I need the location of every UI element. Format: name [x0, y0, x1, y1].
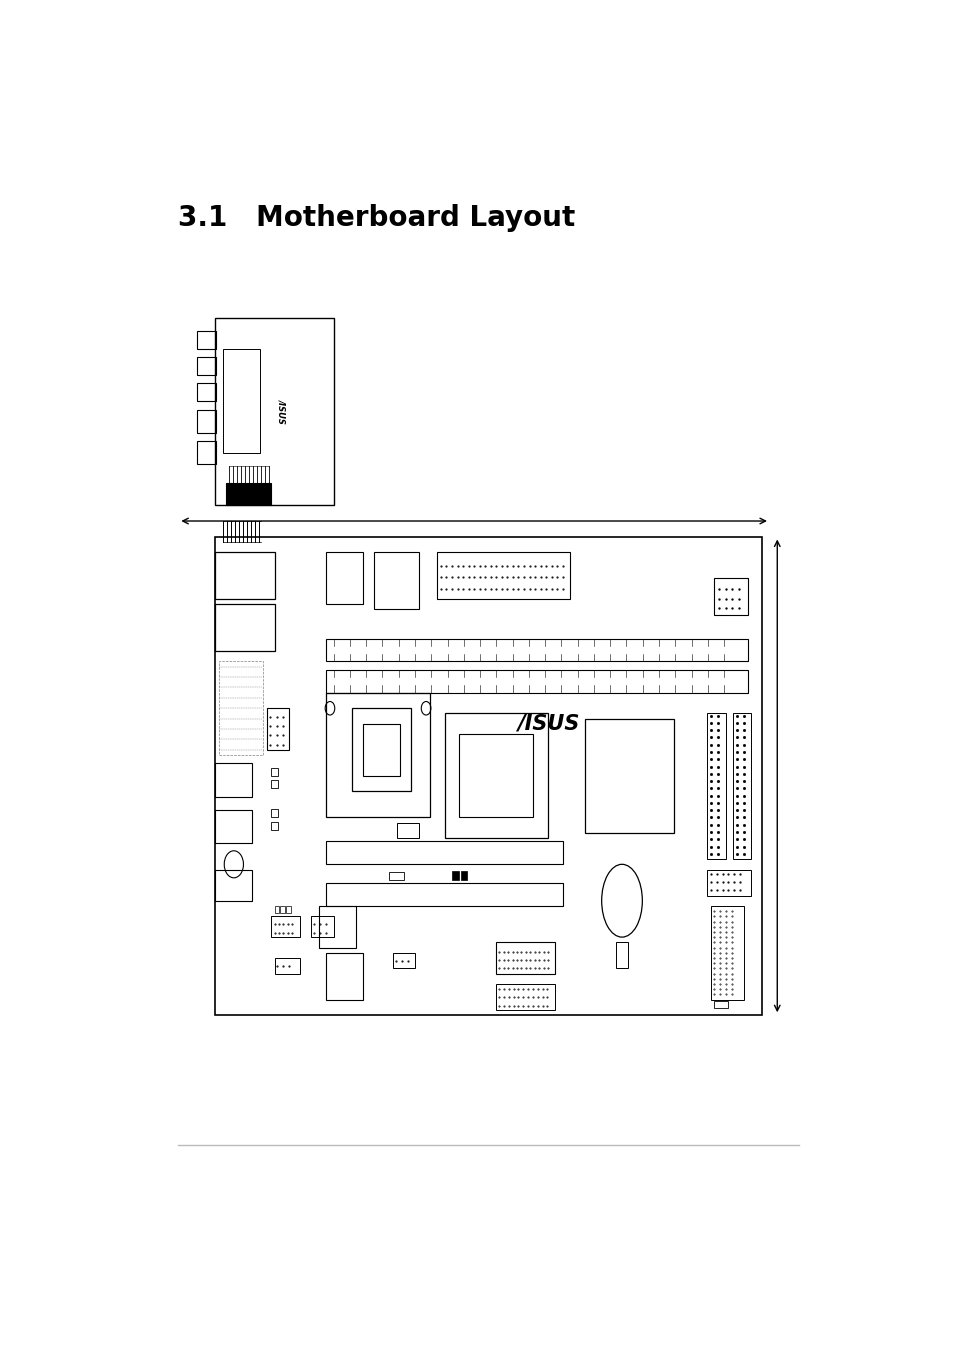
Bar — [280, 907, 285, 913]
Text: /ISUS: /ISUS — [277, 400, 286, 424]
Bar — [459, 734, 533, 817]
Bar — [286, 907, 291, 913]
Bar — [460, 870, 467, 880]
Bar — [271, 767, 278, 775]
Circle shape — [325, 701, 335, 715]
Bar — [363, 724, 400, 775]
Bar — [326, 952, 363, 1000]
Bar — [215, 604, 274, 651]
Bar — [706, 713, 724, 859]
Bar — [222, 350, 259, 454]
Bar — [352, 708, 411, 792]
Bar — [271, 821, 278, 830]
Bar — [710, 907, 743, 1000]
Bar — [714, 1001, 727, 1008]
Bar — [271, 780, 278, 789]
Bar — [196, 357, 216, 376]
Bar — [196, 382, 216, 401]
Bar — [226, 482, 271, 505]
Bar — [706, 870, 751, 896]
Bar — [326, 884, 562, 907]
Bar — [271, 916, 300, 938]
Bar — [215, 536, 761, 1015]
Bar — [326, 639, 747, 662]
Bar — [215, 870, 252, 901]
Bar — [215, 553, 274, 598]
Bar — [436, 553, 570, 598]
Bar — [215, 763, 252, 797]
Bar — [326, 670, 747, 693]
Bar — [326, 553, 363, 604]
Text: 3.1   Motherboard Layout: 3.1 Motherboard Layout — [178, 204, 575, 232]
Bar — [267, 708, 289, 750]
Bar — [732, 713, 751, 859]
Bar — [271, 809, 278, 817]
Bar — [196, 440, 216, 463]
Bar — [196, 331, 216, 350]
Bar — [496, 943, 555, 974]
Bar — [326, 842, 562, 865]
Text: /ISUS: /ISUS — [517, 713, 578, 734]
Circle shape — [224, 851, 243, 878]
Bar — [274, 907, 279, 913]
Bar — [219, 662, 263, 755]
Bar — [215, 317, 334, 505]
Bar — [452, 870, 458, 880]
Bar — [374, 553, 418, 609]
Bar — [318, 907, 355, 947]
Bar — [311, 916, 334, 938]
Bar — [584, 719, 673, 834]
Bar — [389, 871, 403, 880]
Bar — [393, 952, 415, 969]
Bar — [215, 811, 252, 843]
Bar — [616, 943, 627, 969]
Bar — [444, 713, 547, 838]
Bar — [196, 409, 216, 432]
Bar — [496, 984, 555, 1011]
Circle shape — [421, 701, 431, 715]
Bar — [274, 958, 300, 974]
Bar — [714, 578, 747, 615]
Bar — [326, 693, 429, 817]
Ellipse shape — [601, 865, 641, 938]
Bar — [396, 823, 418, 838]
